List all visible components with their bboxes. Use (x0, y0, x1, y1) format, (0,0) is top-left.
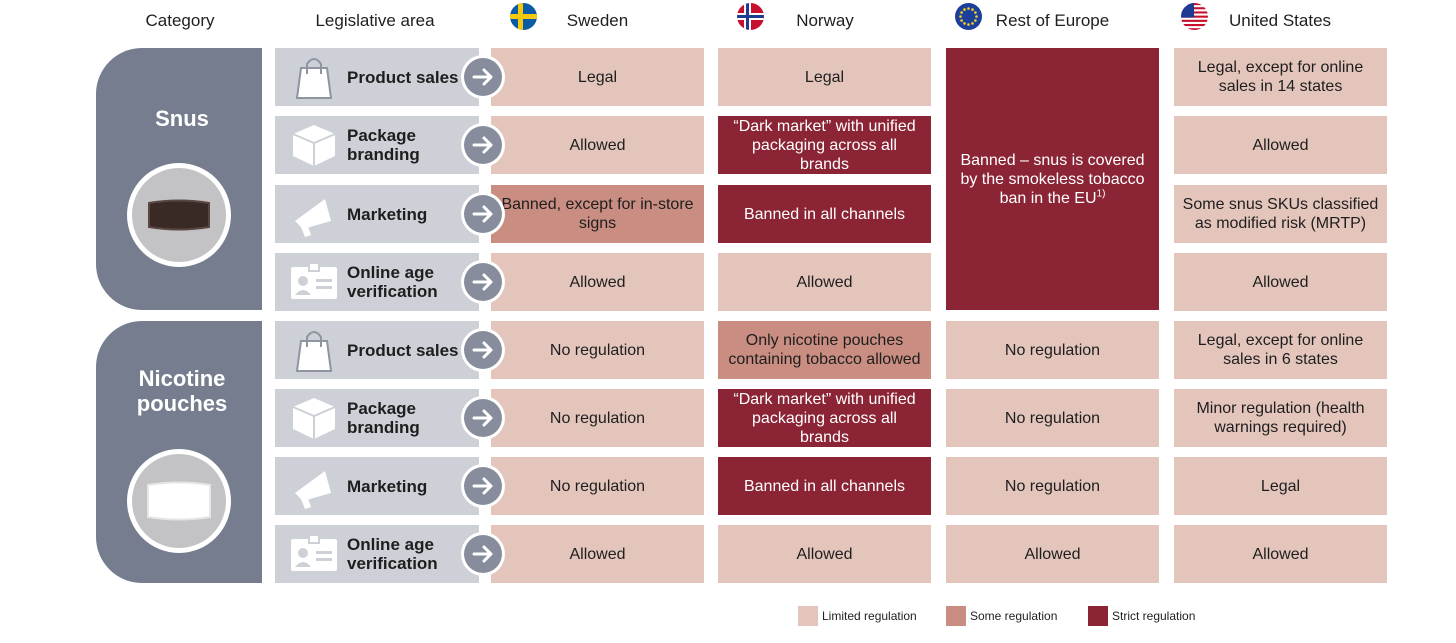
area-label-line2: branding (347, 418, 420, 437)
cell-np-us-product-sales: Legal, except for online sales in 6 stat… (1174, 321, 1387, 379)
area-np-marketing: Marketing (275, 457, 479, 515)
legend-swatch-limited (798, 606, 818, 626)
megaphone-icon (295, 471, 331, 509)
footnote-marker: 1) (1096, 188, 1106, 200)
header-united-states: United States (1228, 11, 1332, 30)
nicotine-pouches-category-title-line2: pouches (136, 391, 228, 416)
cell-np-us-marketing: Legal (1174, 457, 1387, 515)
cell-snus-norway-product-sales: Legal (718, 48, 931, 106)
header-legislative-area: Legislative area (315, 11, 435, 30)
legend-label-strict: Strict regulation (1112, 609, 1196, 623)
area-label-line1: Online age (347, 535, 434, 554)
nicotine-pouch-icon (127, 449, 231, 553)
area-label: Product sales (347, 340, 459, 360)
legend-label-limited: Limited regulation (822, 609, 917, 623)
norway-flag-icon (737, 3, 764, 30)
cell-np-us-online-age: Allowed (1174, 525, 1387, 583)
arrow-right-icon (461, 55, 505, 99)
us-flag-icon (1181, 3, 1208, 30)
area-label-line1: Package (347, 126, 416, 145)
nicotine-pouches-category-title-line1: Nicotine (138, 366, 226, 391)
area-snus-package-branding: Package branding (275, 116, 479, 174)
arrow-right-icon (461, 123, 505, 167)
area-label-line2: verification (347, 282, 438, 301)
area-label: Marketing (347, 476, 428, 496)
shopping-bag-icon (295, 331, 333, 372)
package-box-icon (292, 125, 336, 166)
cell-snus-norway-online-age: Allowed (718, 253, 931, 311)
cell-snus-sweden-online-age: Allowed (491, 253, 704, 311)
area-label-line2: branding (347, 145, 420, 164)
megaphone-icon (295, 199, 331, 237)
area-snus-marketing: Marketing (275, 185, 479, 243)
cell-np-norway-marketing: Banned in all channels (718, 457, 931, 515)
area-snus-online-age-verification: Online age verification (275, 253, 479, 311)
area-label: Product sales (347, 67, 459, 87)
arrow-right-icon (461, 532, 505, 576)
cell-snus-norway-package-branding: “Dark market” with unified packaging acr… (718, 116, 931, 174)
legend-swatch-strict (1088, 606, 1108, 626)
cell-np-norway-package-branding: “Dark market” with unified packaging acr… (718, 389, 931, 447)
cell-np-europe-online-age: Allowed (946, 525, 1159, 583)
arrow-right-icon (461, 396, 505, 440)
cell-np-sweden-online-age: Allowed (491, 525, 704, 583)
area-label-line2: verification (347, 554, 438, 573)
snus-category-title: Snus (155, 106, 209, 131)
eu-flag-icon (955, 3, 982, 30)
cell-snus-us-marketing: Some snus SKUs classified as modified ri… (1174, 185, 1387, 243)
area-snus-product-sales: Product sales (275, 48, 479, 106)
cell-snus-europe-banned: Banned – snus is covered by the smokeles… (946, 48, 1159, 310)
area-np-online-age-verification: Online age verification (275, 525, 479, 583)
id-card-icon (291, 262, 337, 299)
arrow-right-icon (461, 260, 505, 304)
cell-np-us-package-branding: Minor regulation (health warnings requir… (1174, 389, 1387, 447)
snus-pouch-icon (127, 163, 231, 267)
id-card-icon (291, 534, 337, 571)
area-label: Marketing (347, 204, 428, 224)
cell-np-norway-online-age: Allowed (718, 525, 931, 583)
cell-snus-norway-marketing: Banned in all channels (718, 185, 931, 243)
legend-label-some: Some regulation (970, 609, 1058, 623)
arrow-right-icon (461, 328, 505, 372)
area-label: Online age verification (347, 253, 477, 311)
cell-np-sweden-marketing: No regulation (491, 457, 704, 515)
cell-np-norway-product-sales: Only nicotine pouches containing tobacco… (718, 321, 931, 379)
area-label: Package branding (347, 116, 477, 174)
arrow-right-icon (461, 464, 505, 508)
area-label: Online age verification (347, 525, 477, 583)
cell-snus-us-package-branding: Allowed (1174, 116, 1387, 174)
header-category: Category (145, 11, 215, 30)
cell-snus-us-online-age: Allowed (1174, 253, 1387, 311)
cell-np-europe-marketing: No regulation (946, 457, 1159, 515)
shopping-bag-icon (295, 58, 333, 99)
cell-np-europe-product-sales: No regulation (946, 321, 1159, 379)
area-label-line1: Package (347, 399, 416, 418)
cell-snus-us-product-sales: Legal, except for online sales in 14 sta… (1174, 48, 1387, 106)
cell-snus-sweden-marketing: Banned, except for in-store signs (491, 185, 704, 243)
area-label-line1: Online age (347, 263, 434, 282)
arrow-right-icon (461, 192, 505, 236)
area-np-package-branding: Package branding (275, 389, 479, 447)
area-label: Package branding (347, 389, 477, 447)
legend-swatch-some (946, 606, 966, 626)
header-rest-of-europe: Rest of Europe (995, 11, 1110, 30)
cell-np-sweden-package-branding: No regulation (491, 389, 704, 447)
cell-snus-sweden-product-sales: Legal (491, 48, 704, 106)
cell-snus-sweden-package-branding: Allowed (491, 116, 704, 174)
cell-snus-europe-text: Banned – snus is covered by the smokeles… (960, 151, 1145, 207)
area-np-product-sales: Product sales (275, 321, 479, 379)
package-box-icon (292, 398, 336, 439)
header-norway: Norway (796, 11, 854, 30)
sweden-flag-icon (510, 3, 537, 30)
header-sweden: Sweden (566, 11, 629, 30)
cell-np-europe-package-branding: No regulation (946, 389, 1159, 447)
cell-np-sweden-product-sales: No regulation (491, 321, 704, 379)
